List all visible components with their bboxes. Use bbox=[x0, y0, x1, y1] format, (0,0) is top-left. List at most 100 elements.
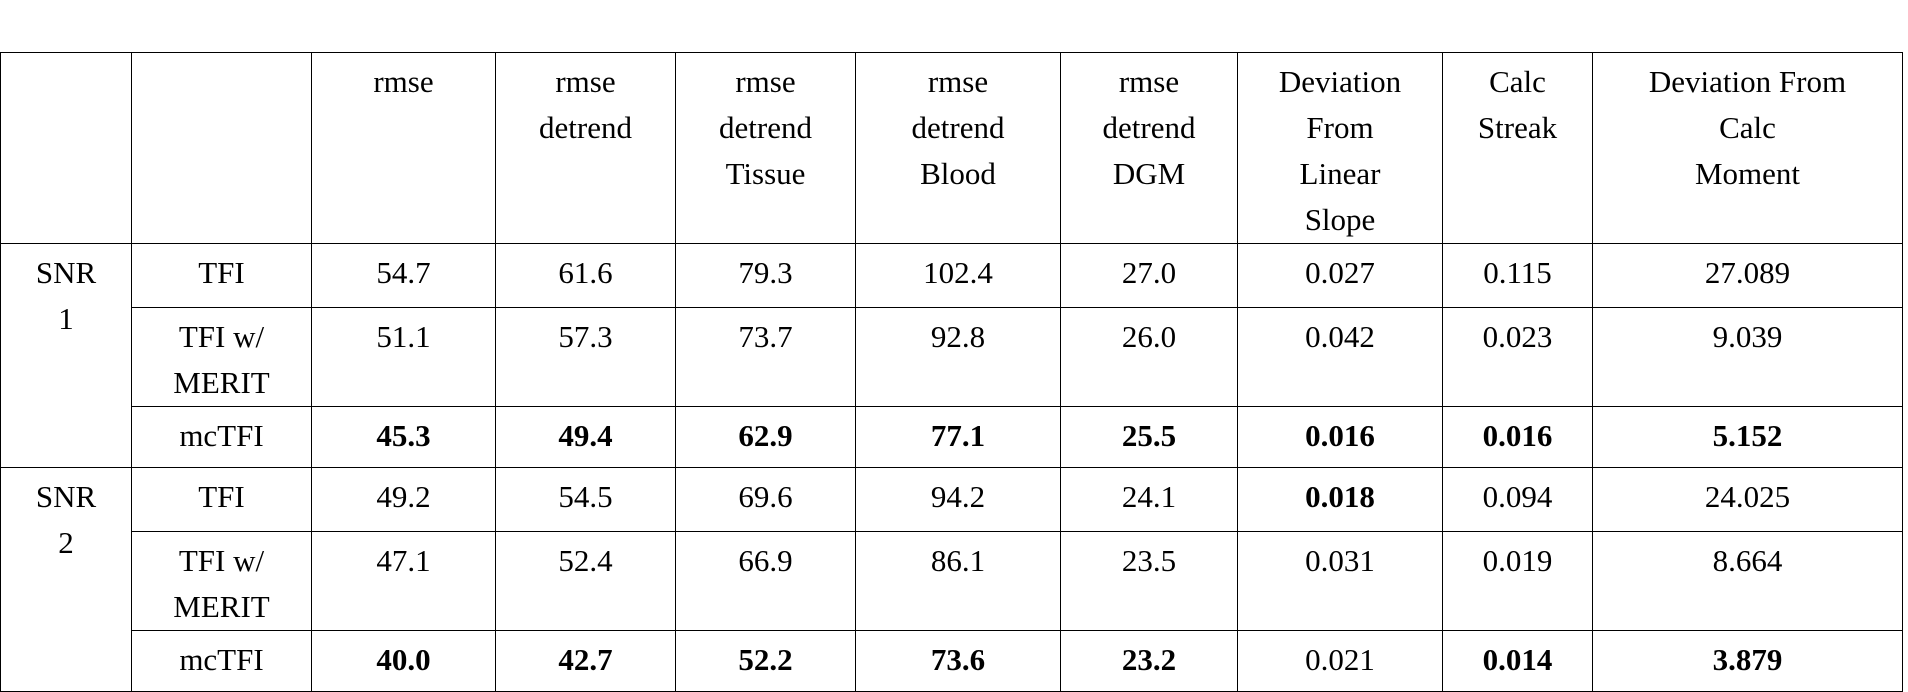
value-cell: 54.7 bbox=[311, 243, 496, 308]
method-line: mcTFI bbox=[179, 642, 264, 677]
value-cell: 42.7 bbox=[495, 630, 676, 692]
value-cell: 66.9 bbox=[675, 531, 856, 631]
empty-header-cell bbox=[131, 52, 312, 244]
value-cell: 0.016 bbox=[1442, 406, 1593, 468]
header-line: detrend bbox=[719, 110, 812, 145]
data-row: TFI w/MERIT 47.1 52.4 66.9 86.1 23.5 0.031 0.01… bbox=[1, 531, 1903, 631]
group-label-line: SNR bbox=[35, 255, 97, 290]
column-header: Deviation From Linear Slope bbox=[1237, 52, 1443, 244]
column-header: Calc Streak bbox=[1442, 52, 1593, 244]
method-cell: mcTFI bbox=[131, 630, 312, 692]
header-line: detrend bbox=[911, 110, 1005, 145]
value-cell: 62.9 bbox=[675, 406, 856, 468]
column-header: Deviation From Calc Moment bbox=[1592, 52, 1903, 244]
column-header: rmse detrend Blood bbox=[855, 52, 1061, 244]
column-header: rmse detrend bbox=[495, 52, 676, 244]
column-header: rmse detrend DGM bbox=[1060, 52, 1238, 244]
value-cell: 79.3 bbox=[675, 243, 856, 308]
value-cell: 24.1 bbox=[1060, 467, 1238, 532]
method-line: MERIT bbox=[173, 365, 270, 400]
value-cell: 27.089 bbox=[1592, 243, 1903, 308]
value-cell: 26.0 bbox=[1060, 307, 1238, 407]
header-line: Deviation bbox=[1278, 64, 1402, 99]
header-line: Calc bbox=[1719, 110, 1776, 145]
method-line: TFI bbox=[198, 479, 245, 514]
header-row: rmse rmse detrend rmse detrend Tissue rmse detr… bbox=[0, 52, 1903, 244]
header-line: rmse bbox=[373, 64, 434, 99]
method-cell: TFI bbox=[131, 243, 312, 308]
header-line: Blood bbox=[920, 156, 996, 191]
header-line: rmse bbox=[555, 64, 616, 99]
group-label-line: 2 bbox=[58, 525, 74, 560]
value-cell: 0.018 bbox=[1237, 467, 1443, 532]
group-label-line: 1 bbox=[58, 301, 74, 336]
value-cell: 52.4 bbox=[495, 531, 676, 631]
header-line: Linear bbox=[1299, 156, 1381, 191]
header-line: Moment bbox=[1694, 156, 1801, 191]
method-line: TFI bbox=[198, 255, 245, 290]
value-cell: 57.3 bbox=[495, 307, 676, 407]
method-line: mcTFI bbox=[179, 418, 264, 453]
value-cell: 24.025 bbox=[1592, 467, 1903, 532]
method-cell: TFI w/MERIT bbox=[131, 531, 312, 631]
value-cell: 45.3 bbox=[311, 406, 496, 468]
column-header: rmse detrend Tissue bbox=[675, 52, 856, 244]
header-line: rmse bbox=[735, 64, 796, 99]
header-line: DGM bbox=[1112, 156, 1186, 191]
header-line: detrend bbox=[1102, 110, 1196, 145]
method-line: TFI w/ bbox=[178, 543, 265, 578]
header-line: rmse bbox=[1118, 64, 1180, 99]
header-line: Calc bbox=[1489, 64, 1546, 99]
value-cell: 73.7 bbox=[675, 307, 856, 407]
value-cell: 0.014 bbox=[1442, 630, 1593, 692]
method-cell: TFI w/MERIT bbox=[131, 307, 312, 407]
value-cell: 0.115 bbox=[1442, 243, 1593, 308]
value-cell: 0.023 bbox=[1442, 307, 1593, 407]
empty-header-cell bbox=[0, 52, 132, 244]
value-cell: 3.879 bbox=[1592, 630, 1903, 692]
header-line: rmse bbox=[927, 64, 989, 99]
value-cell: 0.019 bbox=[1442, 531, 1593, 631]
value-cell: 40.0 bbox=[311, 630, 496, 692]
group-label-line: SNR bbox=[35, 479, 97, 514]
header-line: detrend bbox=[539, 110, 632, 145]
table-body: rmse rmse detrend rmse detrend Tissue rmse detr… bbox=[0, 52, 1903, 692]
value-cell: 8.664 bbox=[1592, 531, 1903, 631]
value-cell: 73.6 bbox=[855, 630, 1061, 692]
data-row: TFI w/MERIT 51.1 57.3 73.7 92.8 26.0 0.042 0.02… bbox=[1, 307, 1903, 407]
value-cell: 9.039 bbox=[1592, 307, 1903, 407]
value-cell: 77.1 bbox=[855, 406, 1061, 468]
value-cell: 51.1 bbox=[311, 307, 496, 407]
value-cell: 25.5 bbox=[1060, 406, 1238, 468]
value-cell: 92.8 bbox=[855, 307, 1061, 407]
header-line: Deviation From bbox=[1648, 64, 1847, 99]
column-header: rmse bbox=[311, 52, 496, 244]
value-cell: 49.2 bbox=[311, 467, 496, 532]
value-cell: 23.2 bbox=[1060, 630, 1238, 692]
value-cell: 49.4 bbox=[495, 406, 676, 468]
group-label: SNR 2 bbox=[0, 467, 132, 692]
value-cell: 54.5 bbox=[495, 467, 676, 532]
value-cell: 61.6 bbox=[495, 243, 676, 308]
value-cell: 47.1 bbox=[311, 531, 496, 631]
header-line: Streak bbox=[1477, 110, 1558, 145]
value-cell: 5.152 bbox=[1592, 406, 1903, 468]
value-cell: 52.2 bbox=[675, 630, 856, 692]
value-cell: 23.5 bbox=[1060, 531, 1238, 631]
results-table: rmse rmse detrend rmse detrend Tissue rmse detr… bbox=[0, 52, 1903, 692]
value-cell: 0.094 bbox=[1442, 467, 1593, 532]
value-cell: 86.1 bbox=[855, 531, 1061, 631]
value-cell: 0.042 bbox=[1237, 307, 1443, 407]
value-cell: 0.021 bbox=[1237, 630, 1443, 692]
group-label: SNR 1 bbox=[0, 243, 132, 468]
method-cell: mcTFI bbox=[131, 406, 312, 468]
value-cell: 0.027 bbox=[1237, 243, 1443, 308]
value-cell: 69.6 bbox=[675, 467, 856, 532]
data-row: SNR 1 TFI 54.7 61.6 79.3 102.4 27.0 0.027 0.115 27… bbox=[0, 243, 1903, 468]
data-row: SNR 2 TFI 49.2 54.5 69.6 94.2 24.1 0.018 0.094 24.… bbox=[0, 467, 1903, 692]
value-cell: 0.016 bbox=[1237, 406, 1443, 468]
data-row: mcTFI 40.0 42.7 52.2 73.6 23.2 0.021 0.014 3.879 bbox=[1, 630, 1903, 692]
method-cell: TFI bbox=[131, 467, 312, 532]
value-cell: 102.4 bbox=[855, 243, 1061, 308]
